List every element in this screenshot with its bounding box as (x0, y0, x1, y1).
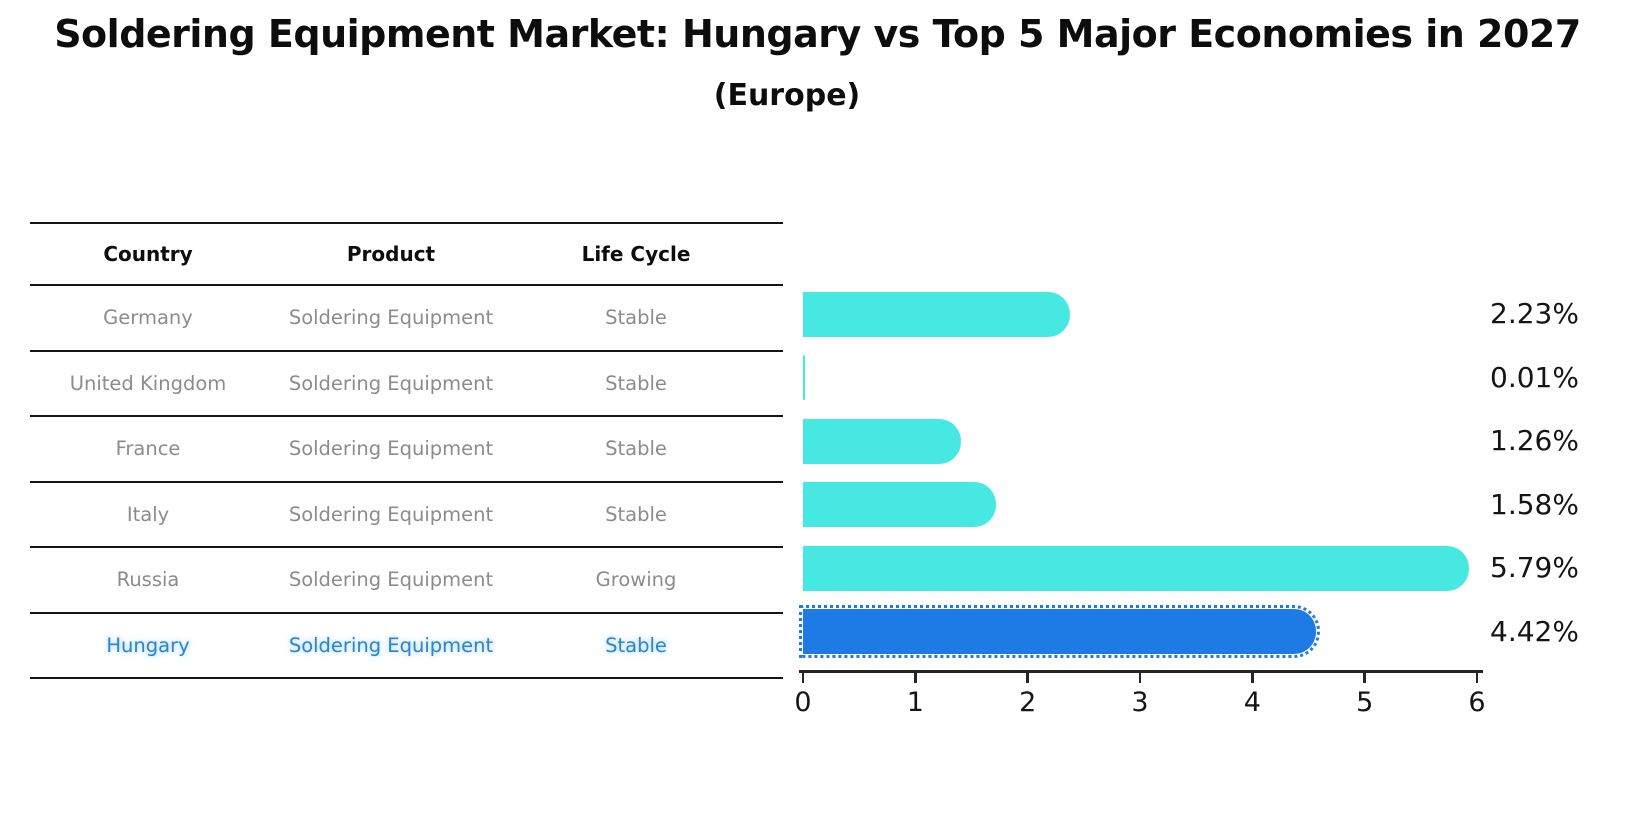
table-row: Germany Soldering Equipment Stable (30, 286, 783, 352)
table-cell-lifecycle: Stable (605, 633, 667, 657)
value-label: 0.01% (1490, 360, 1579, 394)
bar-germany (803, 291, 1070, 337)
table-cell-product: Soldering Equipment (288, 306, 494, 330)
bar-italy (803, 482, 997, 527)
bar-hungary (799, 605, 1320, 658)
table-cell-lifecycle: Stable (605, 502, 667, 526)
table-body: Germany Soldering Equipment Stable Unite… (30, 286, 783, 679)
chart-title: Soldering Equipment Market: Hungary vs T… (54, 12, 1581, 56)
bar-united-kingdom (803, 355, 805, 400)
table-header-row: Country Product Life Cycle (30, 222, 783, 286)
x-axis-tick (1138, 672, 1142, 683)
bar-russia (803, 545, 1470, 591)
value-label: 1.58% (1490, 487, 1579, 521)
x-axis-tick-label: 0 (794, 687, 812, 718)
table-header-country: Country (103, 242, 193, 266)
value-label: 5.79% (1490, 551, 1579, 584)
table-row: Hungary Soldering Equipment Stable (30, 614, 783, 679)
table-cell-product: Soldering Equipment (288, 568, 494, 592)
table-row: United Kingdom Soldering Equipment Stabl… (30, 352, 783, 417)
table-cell-product: Soldering Equipment (288, 371, 494, 395)
x-axis-tick (1251, 672, 1254, 683)
table-cell-product: Soldering Equipment (288, 502, 494, 526)
x-axis-tick (1475, 672, 1479, 683)
value-label: 1.26% (1490, 424, 1579, 457)
x-axis-tick-label: 3 (1131, 687, 1149, 718)
table-cell-country: United Kingdom (69, 371, 227, 395)
table-row: France Soldering Equipment Stable (30, 417, 783, 483)
table-cell-country: Italy (126, 502, 170, 526)
table-row: Italy Soldering Equipment Stable (30, 483, 783, 548)
x-axis-tick (1026, 672, 1029, 683)
country-table: Country Product Life Cycle Germany Solde… (30, 222, 783, 679)
x-axis-line (799, 670, 1483, 673)
x-axis-tick-label: 5 (1356, 687, 1374, 718)
x-axis-tick-label: 6 (1468, 687, 1486, 718)
table-cell-lifecycle: Stable (605, 371, 667, 395)
table-row: Russia Soldering Equipment Growing (30, 548, 783, 614)
table-cell-country: France (115, 437, 181, 461)
x-axis-tick-label: 2 (1019, 687, 1037, 718)
chart-subtitle: (Europe) (713, 78, 861, 113)
table-cell-country: Germany (103, 306, 193, 330)
x-axis-tick (1363, 672, 1366, 683)
table-cell-product: Soldering Equipment (288, 633, 494, 657)
bar-france (803, 418, 961, 464)
table-cell-lifecycle: Stable (605, 306, 667, 330)
table-header-lifecycle: Life Cycle (581, 242, 691, 266)
table-cell-product: Soldering Equipment (288, 437, 494, 461)
x-axis-tick (914, 672, 917, 683)
x-axis-tick-label: 1 (906, 687, 924, 718)
value-label: 2.23% (1490, 297, 1579, 330)
x-axis-tick (801, 672, 805, 683)
table-cell-lifecycle: Stable (605, 437, 667, 461)
table-cell-country: Hungary (106, 633, 190, 657)
table-cell-country: Russia (116, 568, 180, 592)
table-cell-lifecycle: Growing (595, 568, 677, 592)
value-label: 4.42% (1490, 614, 1579, 648)
x-axis-tick-label: 4 (1243, 687, 1261, 718)
table-header-product: Product (346, 242, 436, 266)
